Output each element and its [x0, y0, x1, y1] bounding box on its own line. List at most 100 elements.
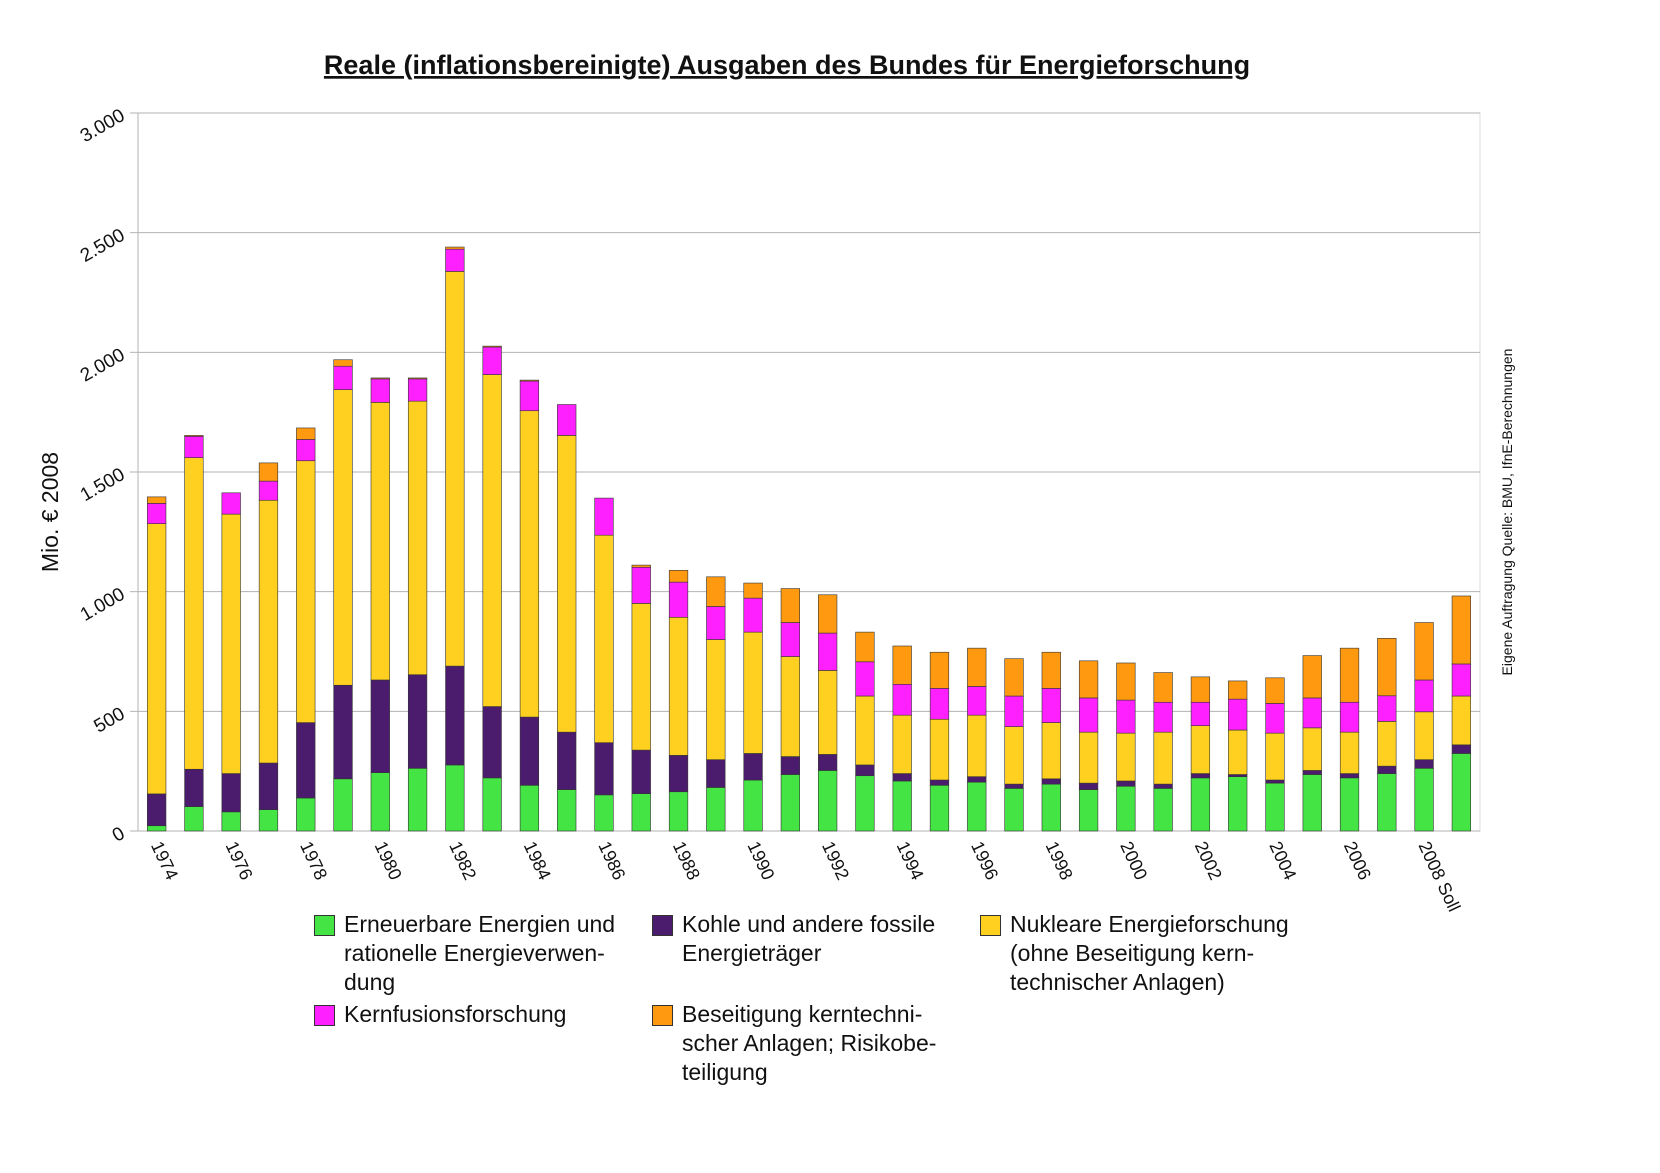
bar-segment	[818, 594, 838, 634]
bar-segment	[1451, 595, 1471, 665]
bar-segment	[668, 791, 689, 832]
bar-segment	[892, 780, 912, 832]
bar-segment	[1302, 727, 1322, 771]
legend-item: Erneuerbare Energien und rationelle Ener…	[314, 910, 615, 997]
y-tick-label: 0	[109, 823, 129, 846]
bar-segment	[929, 718, 950, 781]
bar-segment	[631, 564, 651, 568]
bar-segment	[1339, 647, 1360, 703]
bar-segment	[258, 809, 279, 832]
bar-segment	[407, 674, 428, 769]
bar-segment	[1190, 773, 1211, 779]
x-tick-label: 2004	[1265, 838, 1300, 883]
bar-segment	[631, 793, 651, 832]
bar-segment	[1041, 783, 1061, 832]
bar-segment	[706, 639, 726, 760]
y-tick-label: 3.000	[77, 105, 129, 147]
bar-segment	[780, 756, 800, 775]
bar-segment	[706, 576, 726, 607]
bar-segment	[1041, 651, 1061, 689]
bar-segment	[1377, 695, 1397, 722]
x-tick-label: 1998	[1042, 838, 1077, 883]
bar-segment	[1078, 731, 1099, 784]
legend-label: Erneuerbare Energien und rationelle Ener…	[344, 911, 616, 995]
bar-segment	[1153, 783, 1173, 789]
bar-segment	[706, 606, 726, 640]
bar-segment	[743, 753, 763, 781]
bar-segment	[1228, 698, 1248, 731]
bar-segment	[333, 778, 353, 832]
bar-segment	[1078, 789, 1099, 832]
bar-segment	[1041, 688, 1061, 723]
bar-segment	[333, 365, 353, 390]
bar-segment	[1153, 788, 1173, 832]
bar-segment	[333, 359, 353, 367]
bar-segment	[370, 679, 390, 773]
bar-segment	[445, 271, 465, 667]
bar-segment	[184, 768, 204, 807]
bar-segment	[1377, 638, 1397, 697]
x-tick-label: 1978	[296, 838, 331, 883]
bar-segment	[855, 631, 875, 663]
bar-segment	[929, 779, 950, 786]
bar-segment	[1414, 767, 1434, 832]
bar-segment	[258, 499, 279, 764]
bar-segment	[967, 776, 987, 783]
bar-segment	[221, 513, 241, 774]
bar-segment	[743, 631, 763, 754]
bar-segment	[1116, 785, 1136, 832]
x-tick-label: 1992	[818, 838, 853, 883]
bar-segment	[1004, 658, 1024, 697]
bar-segment	[370, 402, 390, 681]
bar-segment	[1265, 782, 1285, 832]
bar-segment	[258, 462, 279, 482]
bar-segment	[1265, 779, 1285, 784]
bar-segment	[1339, 701, 1360, 733]
bar-segment	[557, 731, 577, 790]
y-tick-label: 500	[91, 703, 129, 737]
bar-segment	[631, 749, 651, 794]
bar-segment	[706, 759, 726, 788]
bar-segment	[594, 794, 614, 832]
bar-segment	[1004, 695, 1024, 727]
bar-segment	[1153, 672, 1173, 703]
bar-segment	[147, 793, 167, 827]
bar-segment	[1228, 774, 1248, 777]
bar-segment	[147, 503, 167, 524]
bar-segment	[1190, 701, 1211, 726]
legend-item: Beseitigung kerntechni- scher Anlagen; R…	[652, 1000, 936, 1087]
bar-segment	[1377, 765, 1397, 774]
bar-segment	[333, 684, 353, 780]
bar-segment	[1116, 699, 1136, 734]
bar-segment	[594, 742, 614, 796]
bar-segment	[296, 797, 316, 832]
bar-segment	[1339, 777, 1360, 832]
bar-segment	[1041, 722, 1061, 780]
bar-segment	[147, 825, 167, 832]
bar-segment	[1041, 778, 1061, 785]
bar-segment	[594, 534, 614, 743]
bar-segment	[668, 755, 689, 793]
bar-segment	[221, 773, 241, 813]
bar-segment	[557, 404, 577, 436]
bar-segment	[1377, 721, 1397, 767]
y-axis-label: Mio. € 2008	[37, 452, 63, 572]
bar-segment	[1116, 662, 1136, 701]
bar-segment	[1302, 655, 1322, 699]
bar-segment	[482, 346, 502, 375]
bar-segment	[557, 435, 577, 733]
bar-segment	[818, 754, 838, 771]
bar-segment	[818, 770, 838, 832]
bar-segment	[780, 774, 800, 832]
bar-segment	[967, 714, 987, 777]
bar-segment	[743, 779, 763, 832]
bar-segment	[407, 400, 428, 676]
x-tick-label: 2006	[1340, 838, 1375, 883]
bar-segment	[445, 665, 465, 766]
bar-segment	[445, 246, 465, 250]
bar-segment	[1265, 732, 1285, 781]
bar-segment	[519, 380, 540, 412]
bar-segment	[1265, 703, 1285, 734]
bar-segment	[1451, 663, 1471, 697]
bar-segment	[1451, 695, 1471, 746]
